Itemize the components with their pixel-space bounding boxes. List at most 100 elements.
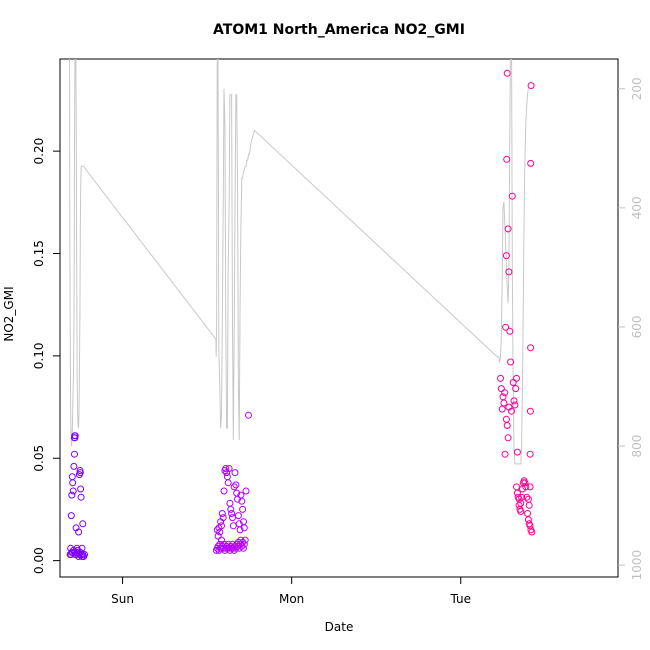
data-point: [231, 469, 239, 477]
data-point: [67, 512, 75, 520]
data-point: [77, 485, 85, 493]
y-axis-label: NO2_GMI: [2, 286, 16, 341]
data-point: [81, 551, 88, 558]
data-point: [506, 327, 514, 335]
data-point: [218, 522, 225, 530]
y-tick-label: 0.00: [32, 547, 46, 574]
data-point: [526, 483, 534, 491]
data-point: [501, 450, 509, 458]
data-point: [503, 422, 511, 429]
data-point: [75, 528, 83, 536]
data-point: [525, 501, 533, 509]
data-point: [232, 544, 240, 552]
data-point: [238, 497, 246, 505]
data-point: [527, 159, 535, 167]
data-point: [517, 508, 525, 515]
data-point: [229, 514, 236, 522]
y-tick-label: 0.10: [32, 343, 46, 370]
x-tick-label: Mon: [279, 592, 304, 606]
x-axis-label: Date: [325, 620, 354, 634]
data-point: [225, 465, 233, 472]
data-point: [241, 536, 249, 544]
plot-frame: [59, 58, 619, 578]
data-point: [522, 483, 530, 491]
data-point: [214, 532, 222, 540]
y2-tick-label: 600: [630, 315, 644, 338]
data-point: [240, 524, 248, 532]
data-point: [68, 491, 76, 499]
data-point: [71, 432, 79, 440]
data-point: [226, 546, 234, 554]
data-point: [524, 510, 531, 517]
data-point: [69, 487, 77, 495]
data-point: [71, 450, 78, 458]
data-point: [234, 512, 242, 520]
data-point: [245, 411, 252, 419]
data-point: [504, 434, 512, 442]
data-point: [240, 544, 247, 552]
data-point: [500, 399, 508, 407]
chart-title: ATOM1 North_America NO2_GMI: [213, 22, 465, 38]
data-point: [69, 479, 77, 487]
data-point: [527, 82, 535, 90]
data-point: [76, 469, 84, 477]
data-point: [505, 403, 513, 411]
data-point: [523, 493, 531, 501]
data-point: [78, 544, 86, 552]
data-point: [228, 510, 236, 517]
data-point: [505, 268, 513, 276]
data-point: [517, 499, 525, 507]
data-point: [220, 487, 228, 495]
y-tick-label: 0.15: [32, 240, 46, 267]
data-point: [240, 540, 248, 548]
data-point: [230, 483, 238, 491]
data-point: [510, 397, 518, 405]
y2-tick-label: 1000: [630, 550, 644, 581]
data-point: [498, 405, 506, 413]
y2-tick-label: 400: [630, 196, 644, 219]
data-point: [515, 495, 523, 503]
data-point: [70, 462, 78, 470]
data-point: [504, 225, 512, 233]
data-point: [497, 374, 504, 382]
pressure-line: [69, 59, 529, 465]
data-point: [526, 407, 534, 415]
data-point: [227, 505, 235, 513]
x-tick-label: Tue: [449, 592, 471, 606]
data-point: [512, 385, 520, 393]
data-point: [501, 389, 509, 397]
data-point: [502, 415, 510, 423]
data-point: [513, 374, 520, 382]
data-point: [513, 483, 520, 491]
data-point: [219, 514, 227, 522]
data-point: [511, 401, 519, 409]
data-point: [521, 479, 529, 487]
data-point: [502, 323, 510, 331]
data-point: [513, 489, 521, 497]
data-point: [507, 358, 515, 366]
data-point: [77, 493, 85, 501]
data-point: [229, 522, 237, 530]
data-point: [239, 505, 247, 513]
x-tick-label: Sun: [111, 592, 134, 606]
data-point: [234, 495, 241, 503]
data-point: [218, 510, 226, 517]
data-point: [503, 155, 511, 163]
data-point: [236, 526, 244, 534]
y-tick-label: 0.05: [32, 445, 46, 472]
data-point: [527, 344, 535, 352]
data-point: [526, 450, 534, 458]
data-point: [502, 252, 510, 260]
data-point: [68, 473, 76, 481]
data-point: [216, 528, 224, 536]
data-point: [226, 499, 234, 507]
data-point: [79, 520, 87, 528]
data-point: [497, 385, 505, 393]
data-point: [217, 544, 225, 552]
data-point: [224, 479, 232, 487]
data-point: [528, 528, 536, 536]
data-point: [513, 448, 521, 456]
data-point: [232, 481, 240, 489]
data-point: [503, 69, 511, 77]
